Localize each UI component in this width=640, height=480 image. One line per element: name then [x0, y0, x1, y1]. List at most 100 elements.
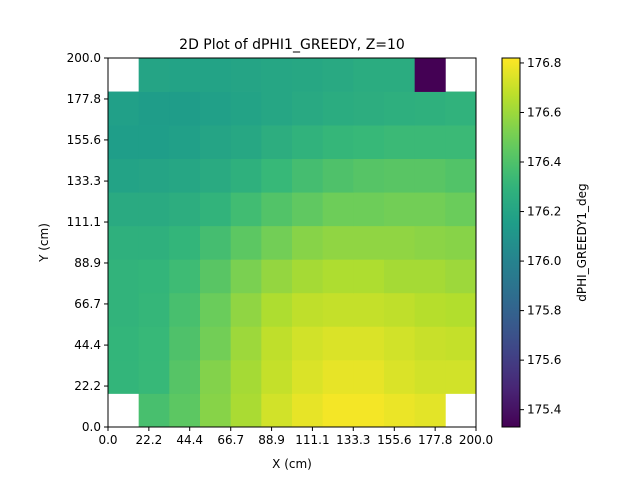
- heatmap-cell: [322, 225, 354, 260]
- heatmap-cell: [108, 225, 140, 260]
- heatmap-cell: [414, 393, 446, 428]
- y-tick-label: 111.1: [67, 215, 101, 229]
- heatmap-cell: [292, 58, 324, 92]
- heatmap-cell: [353, 158, 385, 193]
- heatmap-cell: [138, 359, 170, 394]
- heatmap-cell: [230, 58, 262, 92]
- heatmap-cell: [230, 393, 262, 428]
- heatmap-cell: [108, 326, 140, 361]
- heatmap-cell: [138, 393, 170, 428]
- heatmap-cell: [322, 192, 354, 227]
- heatmap-cell: [414, 359, 446, 394]
- y-tick-label: 200.0: [67, 51, 101, 65]
- heatmap-cell: [169, 158, 201, 193]
- heatmap-cell: [230, 326, 262, 361]
- heatmap-cell: [414, 91, 446, 126]
- x-axis-label: X (cm): [272, 457, 312, 471]
- heatmap-cell: [200, 58, 232, 92]
- heatmap-cell: [108, 158, 140, 193]
- heatmap-cell: [108, 91, 140, 126]
- heatmap-cell: [384, 91, 416, 126]
- heatmap-cell: [138, 58, 170, 92]
- colorbar: 175.4 175.6 175.8 176.0 176.2 176.4 176.6 176.8: [501, 56, 561, 428]
- heatmap-cell: [353, 326, 385, 361]
- colorbar-gradient: [502, 58, 520, 427]
- heatmap-cell: [414, 326, 446, 361]
- heatmap-cell: [200, 225, 232, 260]
- heatmap-cell: [108, 259, 140, 294]
- heatmap-cell: [169, 91, 201, 126]
- colorbar-tick-label: 176.6: [527, 105, 561, 119]
- colorbar-tick-label: 175.8: [527, 304, 561, 318]
- heatmap-cell: [322, 292, 354, 327]
- heatmap-cell: [384, 359, 416, 394]
- heatmap-cell: [200, 91, 232, 126]
- heatmap-cell: [322, 58, 354, 92]
- heatmap-cell: [322, 359, 354, 394]
- heatmap-cell: [414, 125, 446, 160]
- heatmap-cell: [230, 192, 262, 227]
- heatmap-cell: [169, 359, 201, 394]
- y-tick-label: 22.2: [74, 379, 101, 393]
- y-tick-label: 44.4: [74, 338, 101, 352]
- heatmap-cell: [384, 326, 416, 361]
- heatmap-cell: [414, 158, 446, 193]
- heatmap-cell: [138, 326, 170, 361]
- colorbar-tick-label: 176.4: [527, 155, 561, 169]
- heatmap-cell: [261, 259, 293, 294]
- x-tick-label: 111.1: [295, 433, 329, 447]
- heatmap-cell: [261, 58, 293, 92]
- heatmap-cell: [445, 359, 477, 394]
- heatmap-cell: [384, 158, 416, 193]
- heatmap-cell: [384, 225, 416, 260]
- heatmap-cell: [353, 192, 385, 227]
- heatmap-cell: [353, 58, 385, 92]
- heatmap-cell: [138, 259, 170, 294]
- heatmap-cell: [292, 225, 324, 260]
- x-tick-label: 133.3: [336, 433, 370, 447]
- y-tick-label: 177.8: [67, 92, 101, 106]
- x-tick-label: 177.8: [418, 433, 452, 447]
- y-tick-label: 155.6: [67, 133, 101, 147]
- heatmap-cell: [322, 326, 354, 361]
- x-tick-label: 200.0: [459, 433, 493, 447]
- x-axis-ticks: 0.0 22.2 44.4 66.7 88.9 111.1 133.3 155.6 177.8 2…: [98, 427, 493, 447]
- y-tick-label: 66.7: [74, 297, 101, 311]
- heatmap-cell: [138, 192, 170, 227]
- heatmap-cell: [445, 91, 477, 126]
- heatmap-cell: [169, 393, 201, 428]
- heatmap-cell: [261, 125, 293, 160]
- heatmap-cell: [230, 91, 262, 126]
- heatmap-cell: [322, 259, 354, 294]
- heatmap-cell: [384, 259, 416, 294]
- heatmap-cell: [169, 192, 201, 227]
- heatmap-cell: [200, 292, 232, 327]
- heatmap-cell: [169, 292, 201, 327]
- heatmap-cell: [292, 393, 324, 428]
- colorbar-ticks: 175.4 175.6 175.8 176.0 176.2 176.4 176.6 176.8: [520, 56, 561, 417]
- heatmap-cell: [292, 91, 324, 126]
- heatmap-cell: [292, 125, 324, 160]
- heatmap-cell: [414, 58, 446, 92]
- heatmap-cell: [200, 158, 232, 193]
- heatmap-cells: [108, 58, 477, 428]
- heatmap-cell: [200, 125, 232, 160]
- heatmap-cell: [445, 125, 477, 160]
- heatmap-cell: [414, 292, 446, 327]
- heatmap-cell: [138, 125, 170, 160]
- colorbar-tick-label: 175.4: [527, 403, 561, 417]
- heatmap-cell: [384, 192, 416, 227]
- heatmap-cell: [322, 125, 354, 160]
- heatmap-cell: [261, 359, 293, 394]
- x-tick-label: 22.2: [135, 433, 162, 447]
- plot-area: [107, 57, 477, 428]
- heatmap-cell: [230, 292, 262, 327]
- heatmap-cell: [108, 125, 140, 160]
- heatmap-cell: [230, 259, 262, 294]
- heatmap-cell: [353, 259, 385, 294]
- heatmap-cell: [261, 326, 293, 361]
- heatmap-cell: [292, 292, 324, 327]
- heatmap-cell: [414, 259, 446, 294]
- colorbar-tick-label: 175.6: [527, 353, 561, 367]
